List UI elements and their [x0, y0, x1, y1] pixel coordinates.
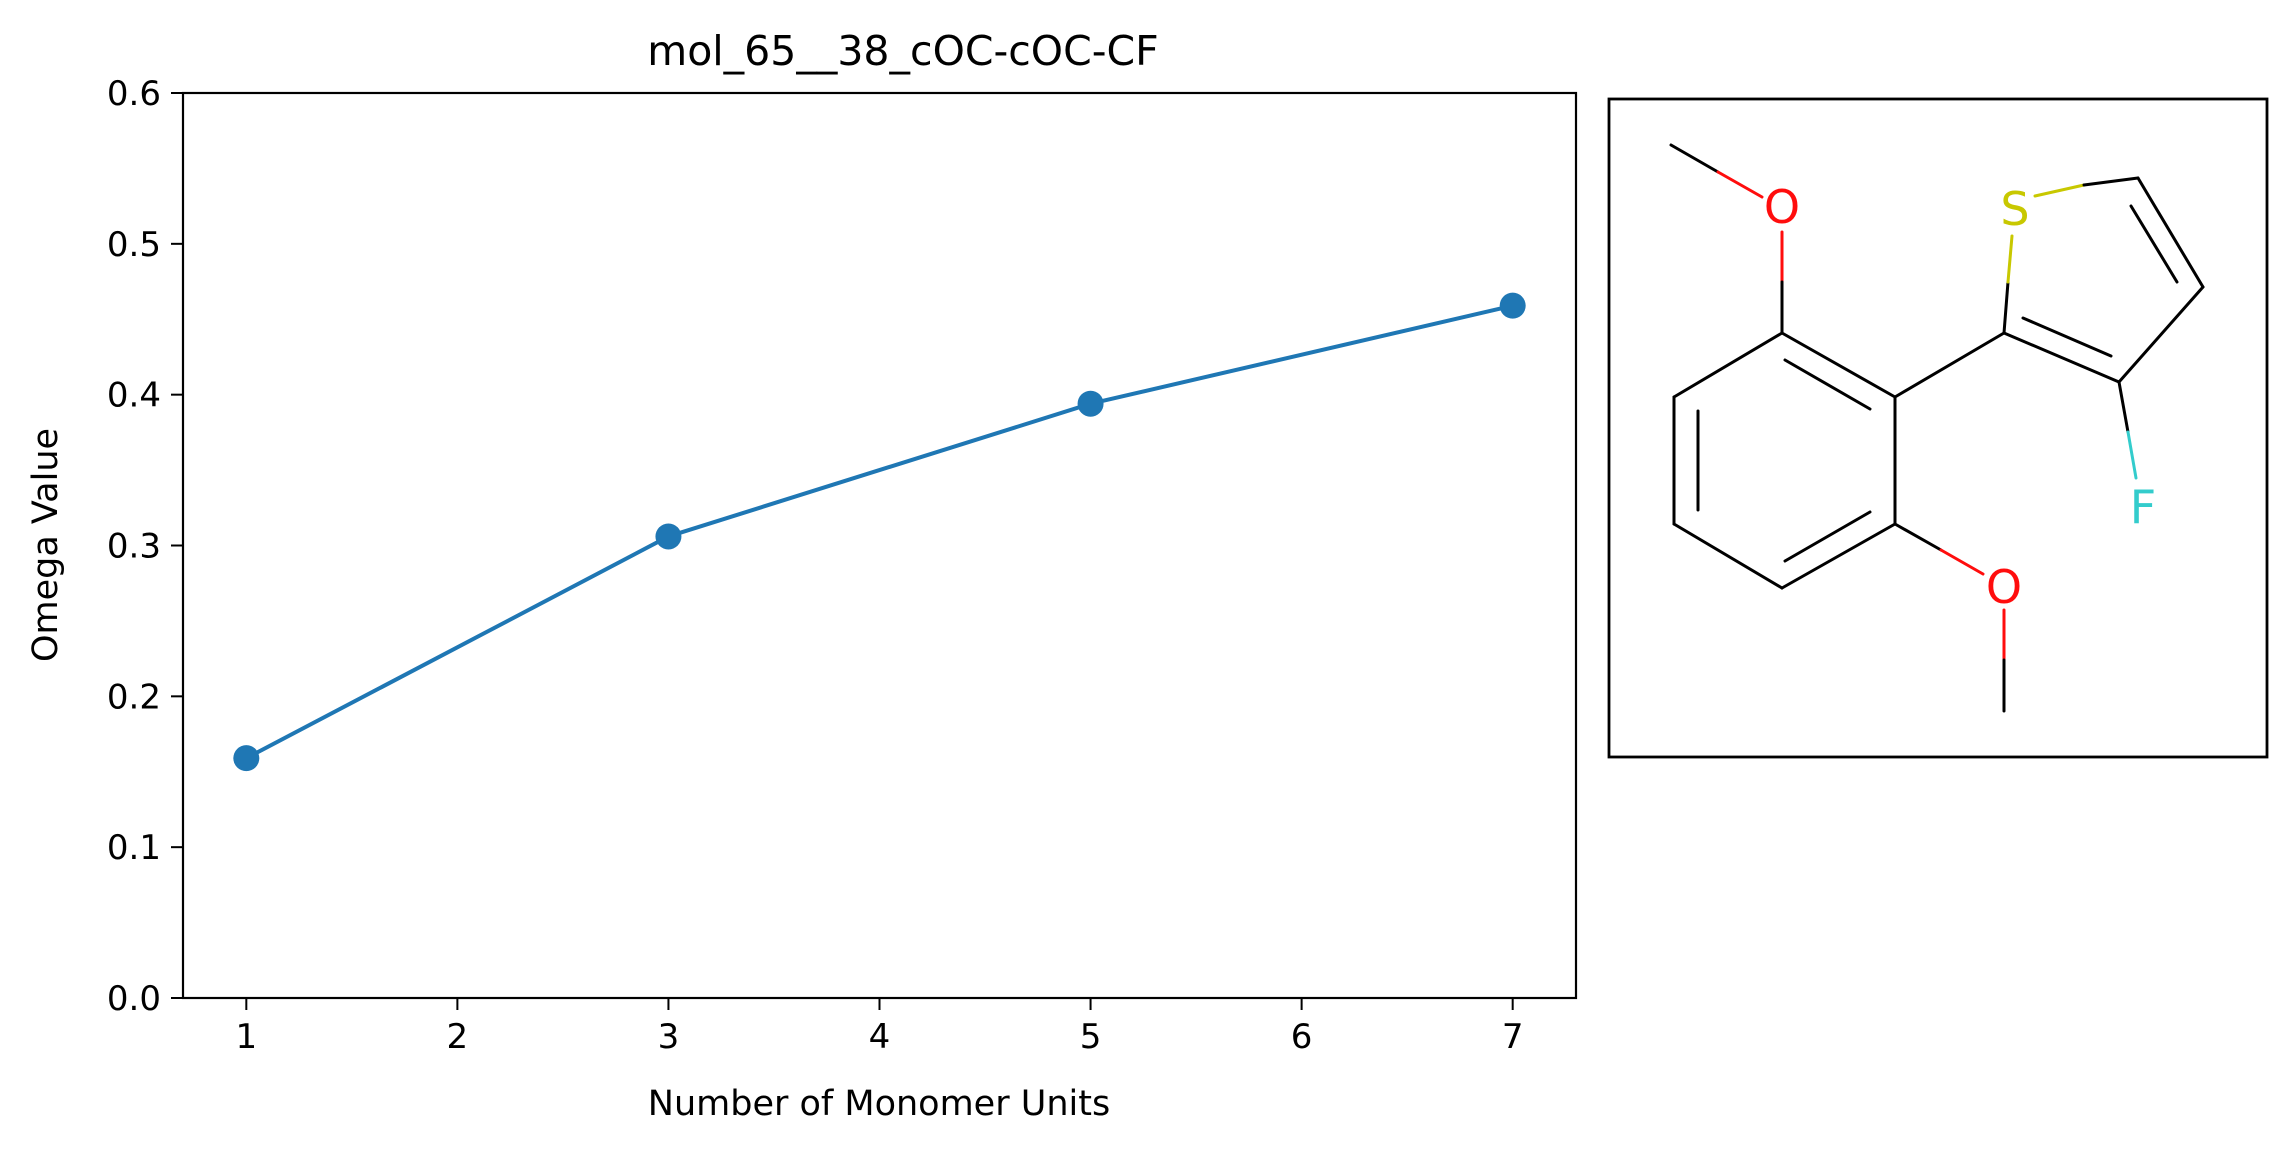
y-tick-label: 0.1: [107, 828, 161, 868]
data-point: [233, 745, 260, 772]
x-tick-label: 7: [1502, 1017, 1524, 1057]
oxygen-atom-label: O: [1986, 560, 2022, 614]
bond-thiophene-s-c5-b: [2082, 176, 2140, 187]
y-axis-ticks: 0.0 0.1 0.2 0.3 0.4 0.5 0.6: [107, 74, 183, 1019]
bond-lines: [1669, 143, 2205, 713]
data-point: [1077, 390, 1104, 417]
bond-ring-o-bottom-a: [1893, 522, 1943, 552]
x-tick-label: 5: [1080, 1017, 1102, 1057]
atom-labels: O O S F: [1764, 180, 2156, 614]
x-tick-label: 3: [658, 1017, 680, 1057]
fluorine-atom-label: F: [2130, 480, 2156, 534]
oxygen-atom-label: O: [1764, 180, 1800, 234]
bond-benzene-inner-2: [1783, 510, 1872, 563]
bond-methyl-o-top-b: [1716, 170, 1764, 199]
y-tick-label: 0.2: [107, 677, 161, 717]
molecule-structure-panel: O O S F: [1607, 97, 2269, 759]
y-tick-label: 0.5: [107, 225, 161, 265]
x-tick-label: 2: [447, 1017, 469, 1057]
bond-thiophene-c2-s-b: [2006, 234, 2014, 284]
bond-benzene-inner-1: [1783, 358, 1872, 411]
x-axis-ticks: 1 2 3 4 5 6 7: [235, 998, 1524, 1057]
y-tick-label: 0.3: [107, 527, 161, 567]
bond-biaryl: [1893, 331, 2006, 399]
y-tick-label: 0.0: [107, 979, 161, 1019]
data-point: [655, 523, 682, 550]
series-line: [245, 303, 1514, 760]
bond-thiophene-c5-c4: [2136, 176, 2205, 289]
x-tick-label: 4: [869, 1017, 891, 1057]
bond-thiophene-inner-2: [2021, 316, 2113, 358]
data-point: [1499, 292, 1526, 319]
chart-title: mol_65__38_cOC-cOC-CF: [647, 27, 1158, 75]
bond-c3-f-b: [2126, 430, 2138, 480]
bond-benzene-4: [1672, 522, 1784, 590]
x-tick-label: 6: [1291, 1017, 1313, 1057]
y-tick-label: 0.6: [107, 74, 161, 114]
bond-benzene-1: [1780, 331, 1897, 399]
sulfur-atom-label: S: [2000, 182, 2029, 236]
bond-c3-f-a: [2117, 380, 2130, 434]
series-layer: [233, 292, 1526, 772]
bond-methyl-o-top-a: [1669, 143, 1720, 174]
y-tick-label: 0.4: [107, 376, 161, 416]
bond-ring-o-bottom-b: [1939, 548, 1985, 576]
bond-thiophene-c3-c2: [2002, 331, 2121, 384]
bond-benzene-3: [1780, 522, 1897, 590]
bond-benzene-6: [1672, 331, 1784, 399]
y-axis-label: Omega Value: [26, 428, 66, 662]
bond-thiophene-s-c5-a: [2033, 183, 2086, 198]
x-tick-label: 1: [235, 1017, 257, 1057]
molecule-frame: [1607, 97, 2269, 759]
bond-thiophene-c4-c3: [2117, 285, 2205, 384]
x-axis-label: Number of Monomer Units: [648, 1084, 1110, 1124]
bond-thiophene-c2-s-a: [2002, 280, 2010, 335]
plot-area-frame: [181, 91, 1578, 1000]
bond-thiophene-inner-1: [2129, 204, 2179, 284]
